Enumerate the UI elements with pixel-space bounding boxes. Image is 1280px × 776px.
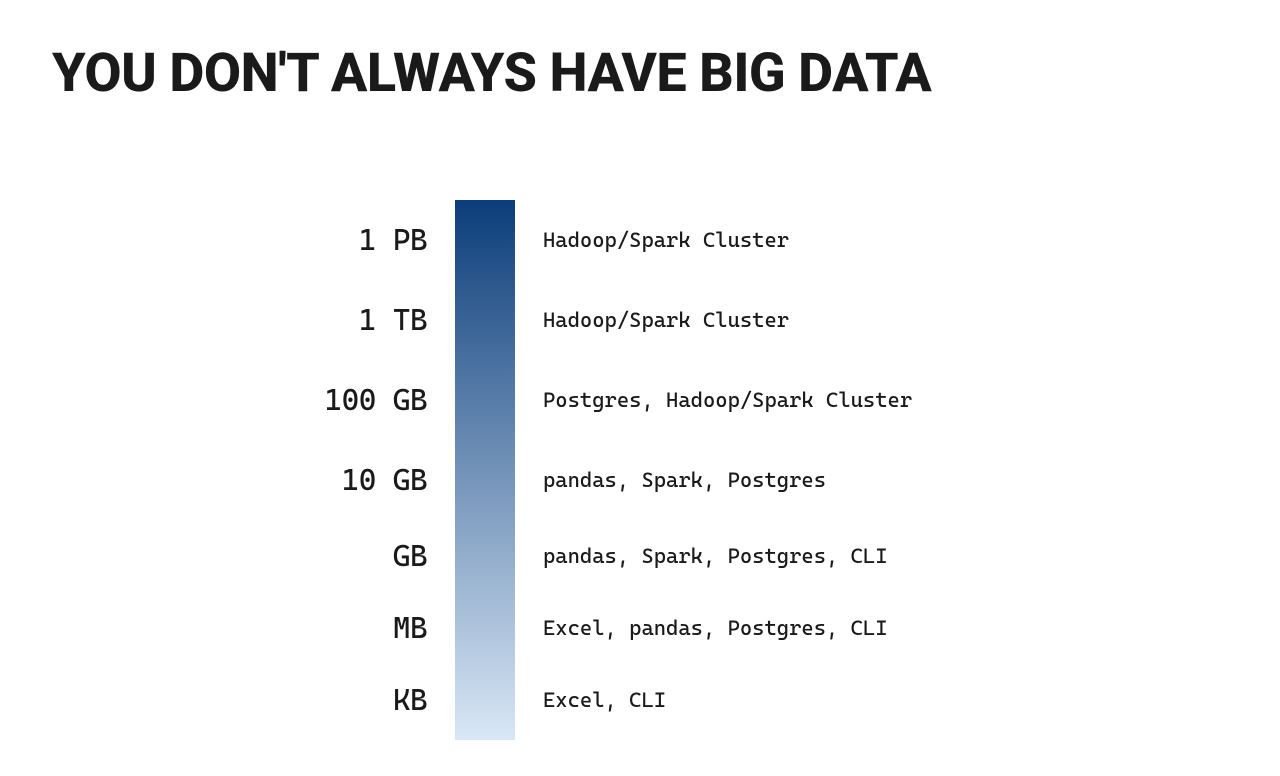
tool-label: Hadoop/Spark Cluster — [543, 200, 1043, 280]
size-label: GB — [237, 520, 427, 592]
size-label: 100 GB — [237, 360, 427, 440]
tool-label: Excel, CLI — [543, 664, 1043, 736]
size-labels-column: 1 PB1 TB100 GB10 GBGBMBKB — [237, 200, 427, 736]
tool-labels-column: Hadoop/Spark ClusterHadoop/Spark Cluster… — [543, 200, 1043, 736]
size-label: 1 TB — [237, 280, 427, 360]
size-label: MB — [237, 592, 427, 664]
data-scale-chart: 1 PB1 TB100 GB10 GBGBMBKB Hadoop/Spark C… — [0, 200, 1280, 740]
size-label: 1 PB — [237, 200, 427, 280]
tool-label: Excel, pandas, Postgres, CLI — [543, 592, 1043, 664]
size-label: KB — [237, 664, 427, 736]
tool-label: Hadoop/Spark Cluster — [543, 280, 1043, 360]
size-label: 10 GB — [237, 440, 427, 520]
tool-label: pandas, Spark, Postgres — [543, 440, 1043, 520]
tool-label: Postgres, Hadoop/Spark Cluster — [543, 360, 1043, 440]
slide-title: YOU DON'T ALWAYS HAVE BIG DATA — [0, 0, 1280, 105]
gradient-bar-icon — [455, 200, 515, 740]
tool-label: pandas, Spark, Postgres, CLI — [543, 520, 1043, 592]
